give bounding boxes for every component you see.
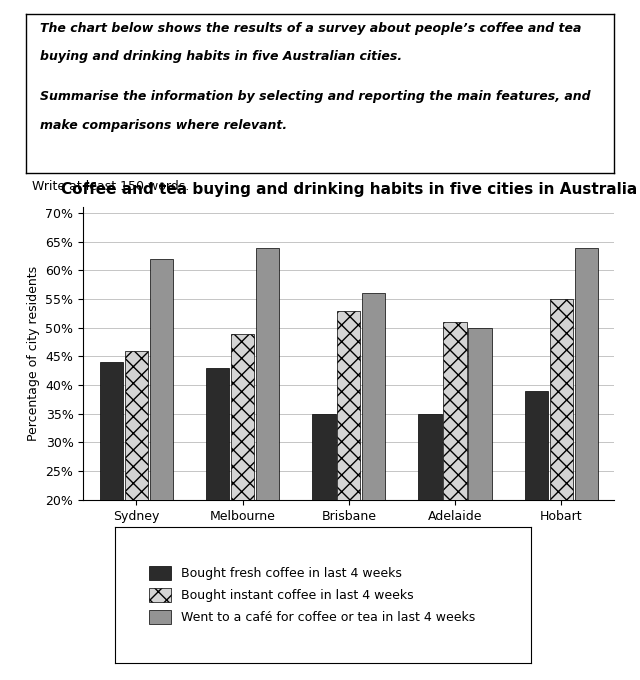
Bar [419, 414, 442, 615]
Text: Summarise the information by selecting and reporting the main features, and: Summarise the information by selecting a… [40, 90, 591, 103]
Y-axis label: Percentage of city residents: Percentage of city residents [27, 266, 40, 441]
Bar [206, 368, 229, 615]
Bar [150, 259, 173, 615]
Bar [256, 248, 279, 615]
Text: The chart below shows the results of a survey about people’s coffee and tea: The chart below shows the results of a s… [40, 22, 582, 35]
Title: Coffee and tea buying and drinking habits in five cities in Australia: Coffee and tea buying and drinking habit… [61, 182, 637, 197]
Bar [312, 414, 335, 615]
Bar [231, 333, 254, 615]
Legend: Bought fresh coffee in last 4 weeks, Bought instant coffee in last 4 weeks, Went: Bought fresh coffee in last 4 weeks, Bou… [142, 560, 481, 630]
Bar [468, 328, 492, 615]
Text: make comparisons where relevant.: make comparisons where relevant. [40, 119, 287, 132]
Bar [100, 362, 123, 615]
Bar [525, 391, 548, 615]
Bar [362, 293, 385, 615]
Bar [125, 351, 148, 615]
Text: Write at least 150 words.: Write at least 150 words. [32, 180, 189, 193]
Bar [575, 248, 598, 615]
Bar [337, 311, 360, 615]
Text: buying and drinking habits in five Australian cities.: buying and drinking habits in five Austr… [40, 50, 403, 63]
Bar [444, 322, 467, 615]
Bar [550, 299, 573, 615]
